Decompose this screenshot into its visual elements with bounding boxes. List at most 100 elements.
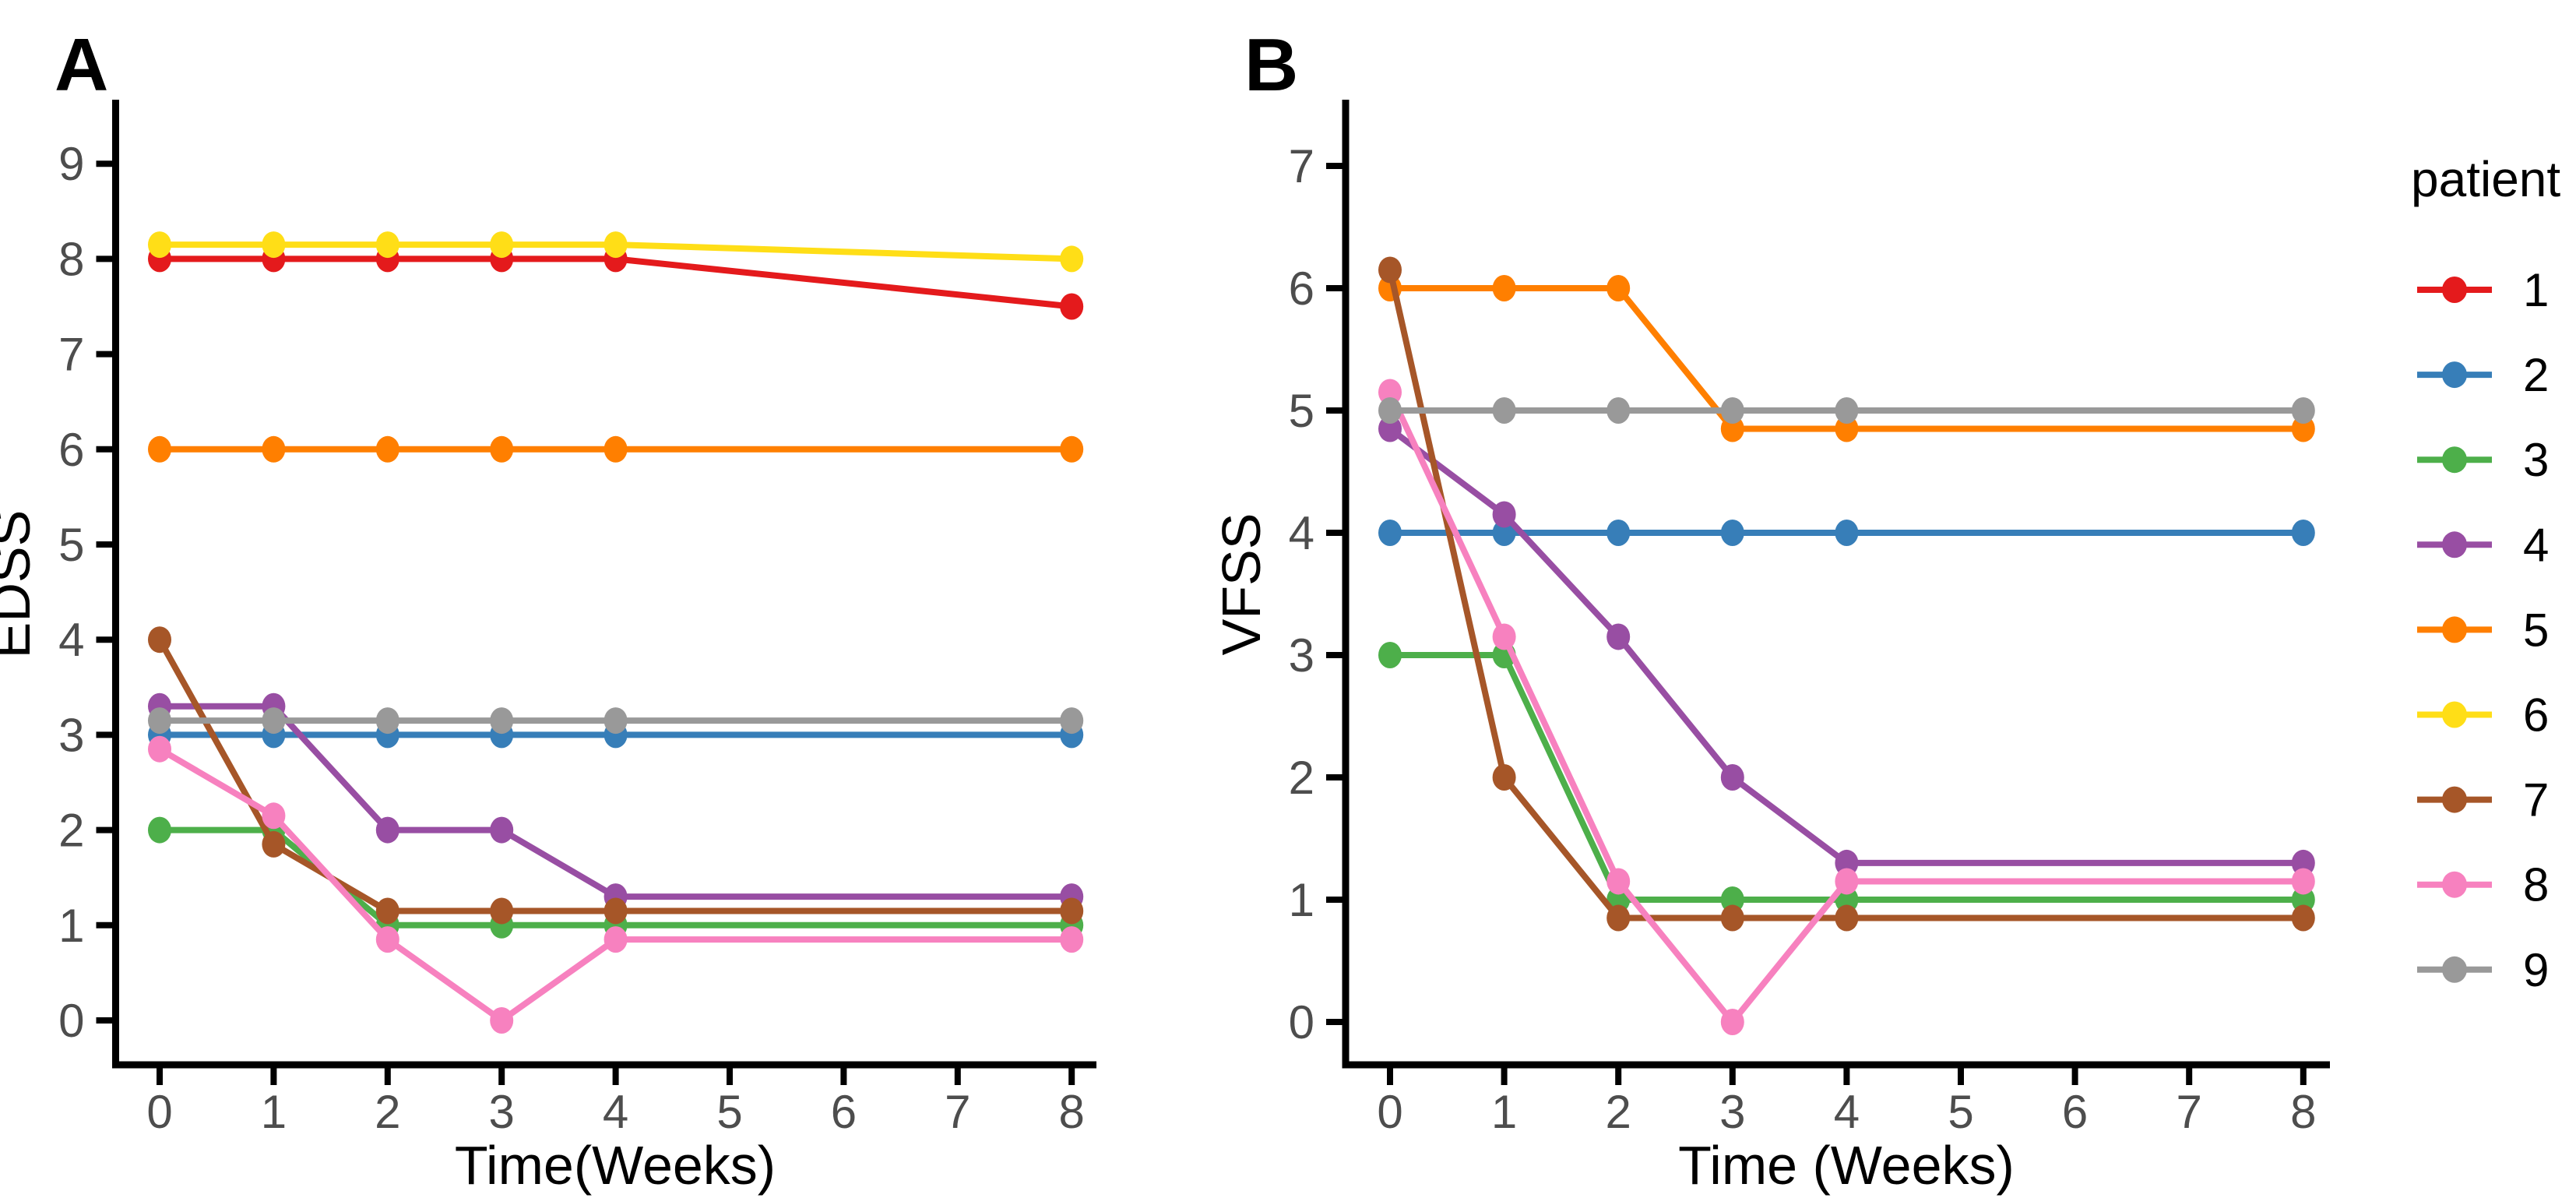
- data-point-patient-8-week-4: [604, 926, 628, 953]
- series-patient-4: [1378, 415, 2315, 876]
- data-point-patient-4-week-3: [1720, 764, 1744, 791]
- y-tick-label: 6: [58, 424, 84, 476]
- data-point-patient-3-week-0: [1378, 642, 1402, 668]
- series-patient-9: [148, 707, 1084, 735]
- data-point-patient-4-week-2: [1606, 623, 1631, 650]
- legend-entry-4: 4: [2417, 519, 2549, 571]
- data-point-patient-8-week-0: [148, 735, 171, 763]
- series-line-patient-5: [1390, 285, 2303, 432]
- series-patient-5: [148, 435, 1084, 463]
- series-patient-7: [1378, 256, 2315, 932]
- data-point-patient-7-week-4: [1835, 904, 1859, 932]
- x-tick-label: 1: [1491, 1086, 1517, 1138]
- x-tick-label: 4: [1834, 1086, 1860, 1138]
- legend-entry-5: 5: [2417, 604, 2549, 656]
- y-tick-label: 8: [58, 233, 84, 285]
- data-point-patient-7-week-3: [490, 897, 514, 925]
- legend-entry-label: 6: [2523, 689, 2549, 742]
- legend-entry-label: 2: [2523, 349, 2549, 401]
- series-patient-5: [1378, 275, 2315, 442]
- x-tick-label: 2: [1606, 1086, 1631, 1138]
- data-point-patient-4-week-0: [1378, 415, 1402, 442]
- data-point-patient-5-week-1: [1492, 275, 1516, 301]
- legend-entry-label: 1: [2523, 264, 2549, 316]
- data-point-patient-8-week-4: [1835, 868, 1859, 895]
- data-point-patient-8-week-2: [1606, 868, 1631, 895]
- series-line-patient-6: [160, 241, 1072, 263]
- series-line-patient-8: [157, 746, 1072, 1024]
- legend-entry-label: 9: [2523, 944, 2549, 996]
- legend-entry-7: 7: [2417, 774, 2549, 826]
- data-point-patient-5-week-1: [262, 435, 286, 463]
- data-point-patient-5-week-3: [1720, 415, 1744, 442]
- y-axis-title: EDSS: [0, 510, 41, 659]
- data-point-patient-7-week-2: [1606, 904, 1631, 932]
- data-point-patient-2-week-4: [1835, 520, 1859, 546]
- legend-title: patient: [2411, 151, 2560, 207]
- legend-entry-1: 1: [2417, 264, 2549, 316]
- series-line-patient-4: [1388, 426, 2303, 866]
- y-tick-label: 1: [1289, 874, 1314, 926]
- x-tick-label: 0: [1377, 1086, 1402, 1138]
- data-point-patient-4-week-2: [375, 816, 399, 844]
- legend-key-dot: [2442, 361, 2467, 389]
- data-point-patient-9-week-4: [604, 707, 628, 735]
- legend-key-dot: [2442, 871, 2467, 898]
- data-point-patient-7-week-3: [1720, 904, 1744, 932]
- legend-key-dot: [2442, 701, 2467, 728]
- series-patient-6: [148, 231, 1084, 273]
- y-tick-label: 0: [1289, 996, 1314, 1048]
- series-line-patient-3: [160, 826, 1072, 928]
- y-tick-label: 2: [58, 805, 84, 857]
- y-tick-label: 7: [1289, 140, 1314, 192]
- data-point-patient-2-week-0: [1378, 520, 1402, 546]
- data-point-patient-7-week-2: [375, 897, 399, 925]
- data-point-patient-6-week-0: [148, 231, 171, 259]
- data-point-patient-6-week-2: [375, 231, 399, 259]
- legend: patient 1 2 3 4 5 6 7 8 9: [2411, 151, 2560, 996]
- data-point-patient-9-week-3: [1720, 397, 1744, 424]
- series-line-patient-8: [1387, 390, 2303, 1027]
- data-point-patient-5-week-3: [490, 435, 514, 463]
- data-point-patient-6-week-3: [490, 231, 514, 259]
- data-point-patient-5-week-8: [2291, 415, 2315, 442]
- legend-entry-label: 7: [2523, 774, 2549, 826]
- legend-entry-label: 8: [2523, 859, 2549, 911]
- series-patient-9: [1378, 397, 2315, 424]
- y-tick-label: 5: [1289, 385, 1314, 437]
- x-tick-label: 8: [2290, 1086, 2316, 1138]
- panel-tag: A: [55, 23, 108, 107]
- legend-entry-8: 8: [2417, 859, 2549, 911]
- data-point-patient-3-week-0: [148, 816, 171, 844]
- y-tick-label: 3: [1289, 629, 1314, 682]
- legend-key-dot: [2442, 956, 2467, 983]
- legend-entry-2: 2: [2417, 349, 2549, 401]
- legend-key-dot: [2442, 446, 2467, 474]
- series-patient-8: [1378, 379, 2315, 1035]
- x-tick-label: 8: [1059, 1086, 1085, 1138]
- series-line-patient-4: [160, 703, 1072, 900]
- legend-entry-9: 9: [2417, 944, 2549, 996]
- data-point-patient-7-week-4: [604, 897, 628, 925]
- data-point-patient-8-week-8: [2291, 868, 2315, 895]
- data-point-patient-5-week-8: [1060, 435, 1084, 463]
- y-tick-label: 7: [58, 329, 84, 381]
- data-point-patient-4-week-3: [490, 816, 514, 844]
- y-tick-label: 3: [58, 709, 84, 761]
- data-point-patient-8-week-0: [1378, 379, 1402, 406]
- legend-key-dot: [2442, 786, 2467, 813]
- data-point-patient-3-week-8: [2291, 886, 2315, 913]
- panel-A: A 0 1 2 3 4 5 6 7 8 9 0 1 2 3 4 5 6 7 8 Time(Weeks) EDSS: [0, 23, 1096, 1196]
- data-point-patient-9-week-1: [1492, 397, 1516, 424]
- data-point-patient-6-week-1: [262, 231, 286, 259]
- y-tick-label: 6: [1289, 263, 1314, 315]
- data-point-patient-7-week-8: [2291, 904, 2315, 932]
- data-point-patient-5-week-2: [375, 435, 399, 463]
- data-point-patient-7-week-0: [1378, 256, 1402, 284]
- data-point-patient-4-week-8: [2291, 849, 2315, 876]
- series-line-patient-1: [160, 255, 1072, 310]
- data-point-patient-9-week-8: [2291, 397, 2315, 424]
- x-tick-label: 7: [945, 1086, 970, 1138]
- y-tick-label: 0: [58, 995, 84, 1047]
